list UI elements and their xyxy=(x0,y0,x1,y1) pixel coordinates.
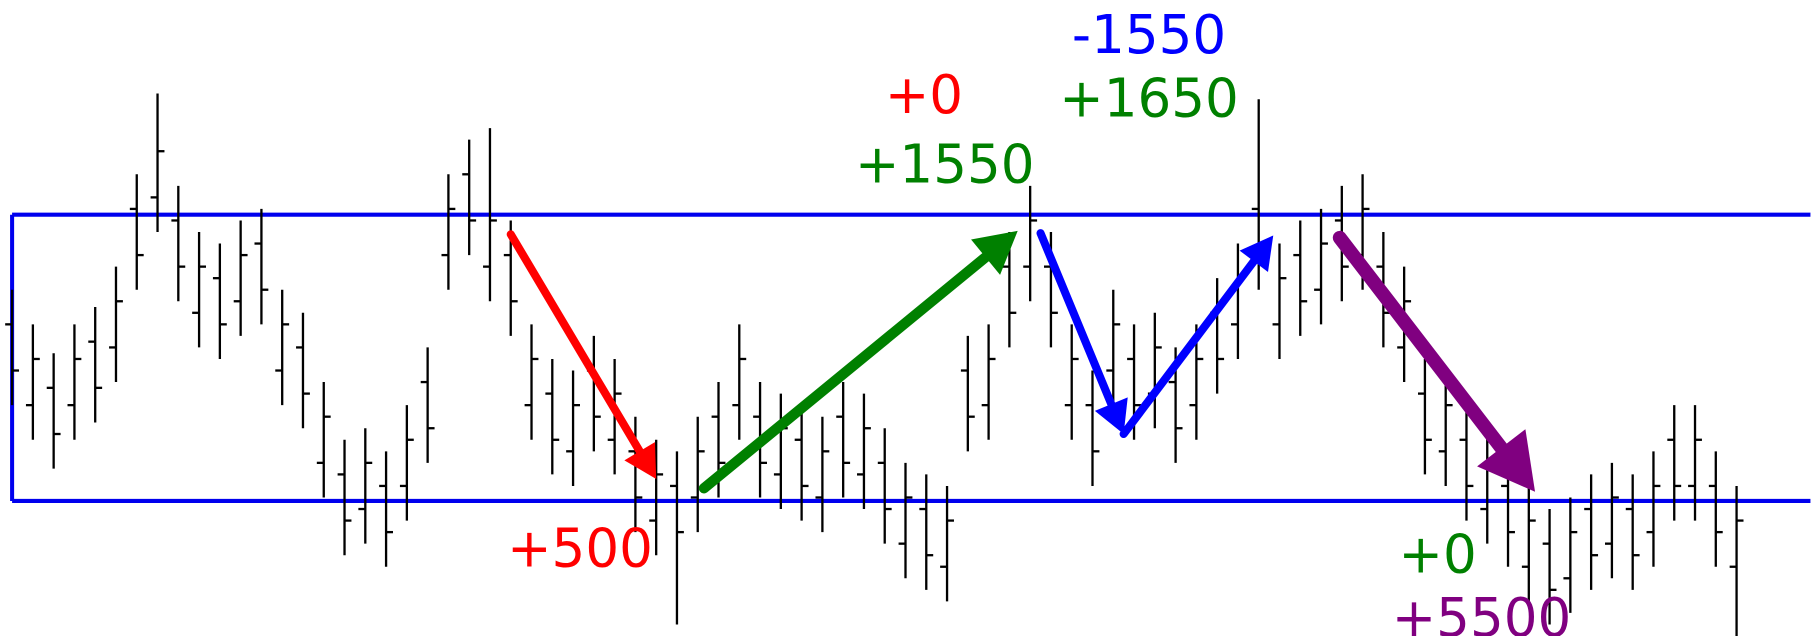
arrow-shaft xyxy=(698,252,991,494)
annotation: -1550 xyxy=(1072,4,1226,66)
arrow-shaft xyxy=(1332,230,1509,455)
annotation: +5500 xyxy=(1392,587,1572,636)
annotation: +500 xyxy=(507,518,653,580)
arrow-shaft xyxy=(1036,229,1116,409)
arrow-shaft xyxy=(506,230,644,456)
annotation: +0 xyxy=(885,64,963,126)
arrow-head xyxy=(971,230,1018,275)
arrow-head xyxy=(624,442,657,480)
annotation: +1550 xyxy=(855,133,1035,195)
arrow-head xyxy=(1477,429,1536,492)
annotation: +0 xyxy=(1398,524,1476,586)
arrow-head xyxy=(1239,235,1274,272)
arrow-shaft xyxy=(1119,257,1258,439)
annotation: +1650 xyxy=(1059,68,1239,130)
arrow-head xyxy=(1094,397,1128,435)
